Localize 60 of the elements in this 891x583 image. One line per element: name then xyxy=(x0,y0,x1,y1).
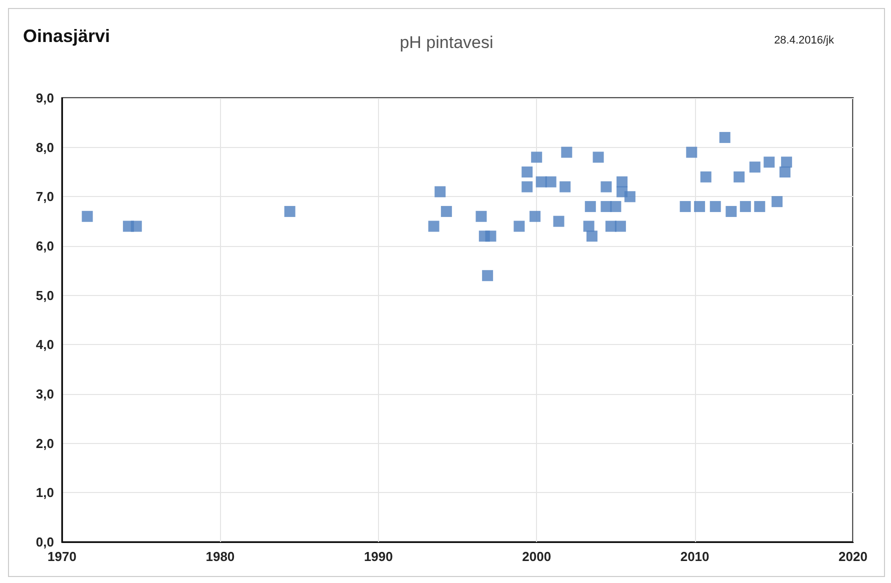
y-tick-label: 3,0 xyxy=(36,386,54,402)
point xyxy=(719,132,730,143)
point xyxy=(428,220,440,232)
point xyxy=(592,152,604,163)
y-tick-label: 7,0 xyxy=(36,189,54,204)
point xyxy=(485,230,496,242)
point xyxy=(694,201,706,212)
point xyxy=(700,171,712,182)
point xyxy=(740,201,751,212)
x-tick-label: 1980 xyxy=(206,549,235,564)
point xyxy=(476,210,487,222)
point xyxy=(584,201,596,212)
point xyxy=(553,216,564,227)
point xyxy=(772,196,783,208)
y-tick-label: 5,0 xyxy=(36,288,54,303)
point xyxy=(284,206,296,217)
point xyxy=(754,201,766,212)
y-tick-label: 2,0 xyxy=(36,436,54,451)
point xyxy=(680,201,691,212)
point xyxy=(583,220,594,232)
point xyxy=(530,210,541,222)
point xyxy=(614,220,626,232)
chart-title: pH pintavesi xyxy=(400,33,494,52)
point xyxy=(600,181,612,192)
x-tick-label: 1990 xyxy=(364,549,393,564)
point xyxy=(710,201,721,212)
point xyxy=(734,171,745,182)
y-tick-label: 6,0 xyxy=(36,238,54,254)
point xyxy=(686,146,698,158)
point xyxy=(434,186,446,198)
point xyxy=(561,146,572,158)
point xyxy=(130,220,142,232)
x-tick-label: 1970 xyxy=(48,549,76,564)
point xyxy=(764,156,775,168)
y-tick-label: 0,0 xyxy=(36,534,54,550)
point xyxy=(624,191,636,202)
text: 28.4.2016/jk xyxy=(774,34,834,46)
point xyxy=(781,156,792,168)
y-tick-label: 8,0 xyxy=(36,140,54,155)
y-tick-label: 9,0 xyxy=(36,90,54,106)
x-tick-label: 2000 xyxy=(522,549,552,564)
point xyxy=(560,181,571,192)
point xyxy=(726,206,737,217)
x-tick-label: 2010 xyxy=(680,549,710,564)
point xyxy=(531,152,542,163)
point xyxy=(749,162,760,173)
point xyxy=(522,166,533,178)
point xyxy=(440,206,452,217)
point xyxy=(545,176,556,188)
point xyxy=(82,210,93,222)
point xyxy=(779,166,790,178)
point xyxy=(610,201,622,212)
point xyxy=(522,181,533,192)
point xyxy=(514,220,525,232)
y-tick-label: 4,0 xyxy=(36,337,54,352)
y-tick-label: 1,0 xyxy=(36,485,54,500)
point xyxy=(482,270,494,282)
text: Oinasjärvi xyxy=(23,26,110,46)
x-tick-label: 2020 xyxy=(838,549,868,564)
point xyxy=(586,230,598,242)
